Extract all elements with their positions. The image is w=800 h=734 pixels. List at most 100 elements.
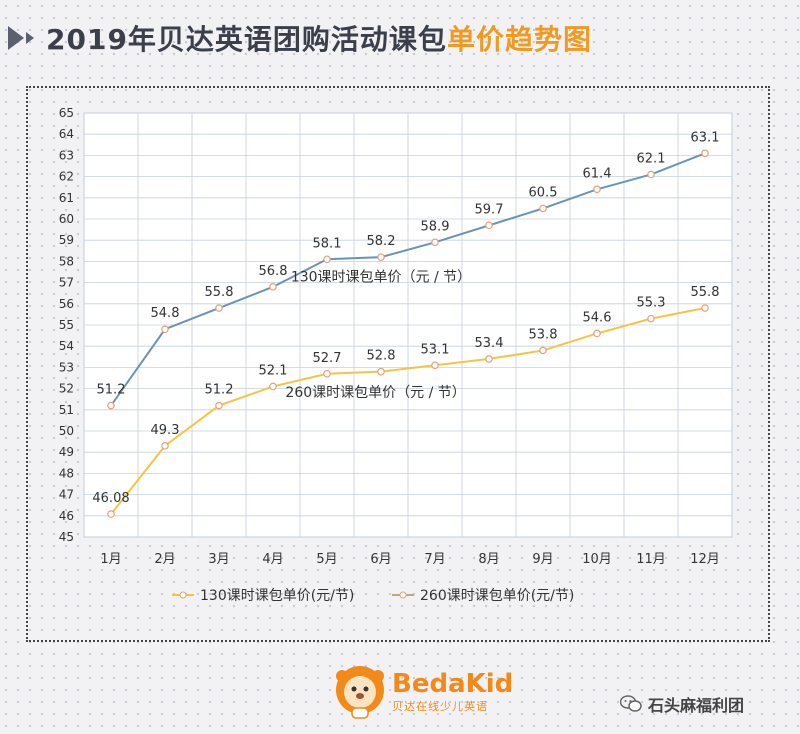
title-arrow-icon (8, 26, 24, 50)
lion-mascot-icon (336, 666, 384, 719)
data-label: 54.8 (151, 306, 180, 321)
y-tick-label: 45 (59, 530, 74, 544)
series-annotation: 130课时课包单价（元 / 节） (291, 270, 471, 286)
data-point (431, 238, 439, 247)
x-tick-label: 9月 (532, 552, 553, 567)
data-label: 60.5 (529, 185, 558, 200)
data-point (215, 401, 223, 410)
data-point (269, 382, 277, 391)
line-chart: 45 46 47 48 49 50 51 52 53 54 55 56 57 58 59 60 61 62 63 64… (59, 106, 733, 604)
data-point (215, 304, 223, 312)
y-tick-label: 64 (59, 127, 74, 141)
x-tick-label: 5月 (316, 552, 337, 567)
data-point (593, 329, 601, 338)
y-tick-label: 59 (59, 233, 74, 247)
y-tick-label: 54 (59, 339, 74, 353)
data-point (323, 255, 331, 264)
data-label: 54.6 (583, 310, 612, 325)
x-tick-label: 2月 (154, 552, 175, 567)
x-tick-label: 3月 (208, 552, 229, 567)
data-label: 55.8 (205, 285, 234, 300)
data-point (539, 346, 547, 355)
data-label: 59.7 (475, 202, 504, 217)
data-point (539, 204, 547, 213)
x-tick-label: 8月 (478, 552, 499, 567)
chart-frame (26, 86, 770, 642)
x-tick-label: 4月 (262, 552, 283, 567)
wechat-account-name: 石头麻福利团 (648, 696, 745, 715)
data-label: 62.1 (637, 151, 666, 166)
data-label: 51.2 (205, 383, 234, 398)
data-point (647, 314, 655, 323)
data-point (107, 510, 115, 518)
y-tick-label: 55 (59, 318, 74, 332)
series-line-2 (110, 307, 706, 515)
brand-name: BedaKid (392, 669, 514, 699)
y-tick-label: 57 (59, 276, 74, 290)
x-tick-label: 6月 (370, 552, 391, 567)
x-tick-label: 7月 (424, 552, 445, 567)
data-label: 61.4 (583, 166, 612, 181)
x-tick-label: 1月 (100, 552, 121, 567)
data-point (485, 221, 493, 230)
data-label: 63.1 (691, 130, 720, 145)
y-tick-label: 56 (59, 297, 74, 311)
data-label: 58.9 (421, 219, 450, 234)
y-tick-label: 65 (59, 106, 74, 120)
data-point (161, 442, 169, 450)
data-label: 53.8 (529, 327, 558, 342)
y-tick-label: 50 (59, 424, 74, 438)
data-label: 55.3 (637, 296, 666, 311)
data-point (107, 401, 115, 410)
data-point (431, 361, 439, 370)
x-tick-label: 11月 (636, 552, 666, 567)
wechat-account: 石头麻福利团 (620, 692, 744, 716)
data-point (377, 367, 385, 376)
data-label: 46.08 (92, 491, 129, 506)
data-label: 52.8 (367, 349, 396, 364)
data-label: 52.7 (313, 351, 342, 366)
y-tick-label: 49 (59, 445, 74, 459)
y-tick-label: 52 (59, 382, 74, 396)
data-label: 53.4 (475, 336, 504, 351)
legend-marker (399, 591, 407, 599)
data-point (485, 355, 493, 363)
y-tick-label: 51 (59, 403, 74, 417)
series-annotation: 260课时课包单价（元 / 节） (285, 385, 465, 401)
data-label: 58.2 (367, 234, 396, 249)
y-tick-label: 58 (59, 254, 74, 268)
y-tick-label: 61 (59, 191, 74, 205)
wechat-icon (620, 695, 642, 712)
data-point (377, 253, 385, 261)
legend-label: 130课时课包单价(元/节) (200, 588, 354, 604)
y-tick-label: 63 (59, 148, 74, 162)
brand-logo: BedaKid 贝达在线少儿英语 (332, 664, 513, 720)
data-point (269, 283, 277, 291)
y-tick-label: 60 (59, 212, 74, 226)
data-point (701, 149, 709, 158)
title-arrow-small-icon (26, 32, 34, 44)
legend-marker (179, 591, 187, 599)
chart-title-accent: 单价趋势图 (446, 23, 592, 56)
data-point (593, 185, 601, 194)
data-label: 53.1 (421, 342, 450, 357)
y-tick-label: 46 (59, 509, 74, 523)
x-tick-label: 12月 (690, 552, 720, 567)
data-point (323, 369, 331, 378)
y-tick-label: 53 (59, 360, 74, 374)
data-label: 55.8 (691, 285, 720, 300)
brand-subtitle: 贝达在线少儿英语 (392, 700, 488, 713)
y-tick-label: 47 (59, 488, 74, 502)
x-tick-label: 10月 (582, 552, 612, 567)
title-bar: 2019年贝达英语团购活动课包 单价趋势图 (8, 18, 592, 58)
data-point (647, 170, 655, 179)
legend-label: 260课时课包单价(元/节) (420, 588, 574, 604)
data-point (701, 304, 709, 312)
data-label: 52.1 (259, 363, 288, 378)
chart-title: 2019年贝达英语团购活动课包 (46, 23, 447, 56)
data-label: 58.1 (313, 236, 342, 251)
y-tick-label: 62 (59, 170, 74, 184)
y-tick-label: 48 (59, 466, 74, 480)
series-line-1 (110, 152, 706, 407)
data-label: 56.8 (259, 264, 288, 279)
